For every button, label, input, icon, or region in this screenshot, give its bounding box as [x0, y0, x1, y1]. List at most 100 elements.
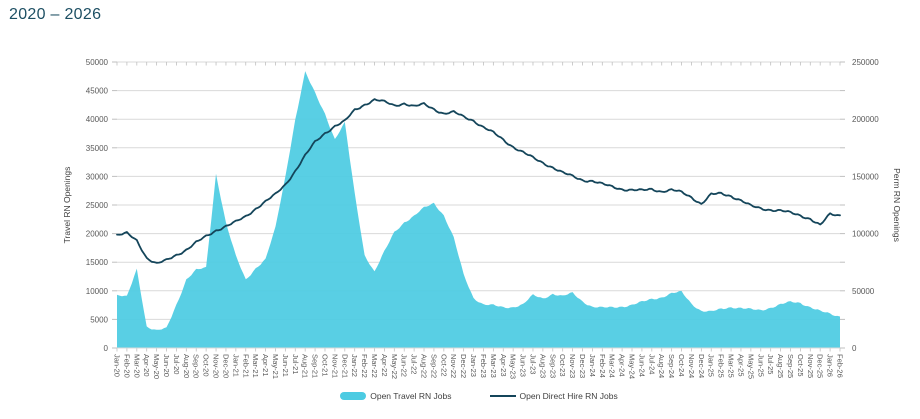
right-axis-tick-label: 250000 — [852, 58, 879, 67]
legend-label-travel: Open Travel RN Jobs — [370, 391, 452, 401]
x-axis-month-label: Aug-23 — [538, 354, 547, 378]
x-axis-month-label: Jul-25 — [766, 354, 775, 374]
x-axis-month-label: Dec-25 — [816, 354, 825, 378]
x-axis-month-label: Mar-21 — [251, 354, 260, 378]
right-axis-tick-label: 100000 — [852, 230, 879, 239]
x-axis-month-label: Mar-24 — [608, 354, 617, 378]
x-axis-month-label: May-24 — [628, 354, 637, 379]
x-axis-month-label: Jul-20 — [172, 354, 181, 374]
x-axis-month-label: Jan-26 — [826, 354, 835, 377]
x-axis-month-label: Oct-23 — [558, 354, 567, 377]
legend-label-direct-hire: Open Direct Hire RN Jobs — [519, 391, 618, 401]
legend-item-travel: Open Travel RN Jobs — [340, 391, 452, 401]
x-axis-month-label: Oct-21 — [320, 354, 329, 377]
x-axis-month-label: Nov-25 — [806, 354, 815, 378]
left-axis-tick-label: 20000 — [86, 230, 109, 239]
left-axis-tick-label: 25000 — [86, 201, 109, 210]
right-axis-title: Perm RN Openings — [892, 168, 902, 242]
x-axis-month-label: Dec-24 — [697, 354, 706, 378]
x-axis-month-label: Mar-23 — [489, 354, 498, 378]
left-axis-tick-label: 40000 — [86, 115, 109, 124]
x-axis-month-label: May-23 — [509, 354, 518, 379]
chart-legend: Open Travel RN Jobs Open Direct Hire RN … — [117, 391, 841, 401]
x-axis-month-label: Sep-25 — [786, 354, 795, 378]
x-axis-month-label: Jan-25 — [707, 354, 716, 377]
x-axis-month-label: Feb-22 — [360, 354, 369, 378]
left-axis-tick-label: 10000 — [86, 287, 109, 296]
x-axis-month-label: Jul-22 — [410, 354, 419, 374]
left-axis-tick-label: 5000 — [90, 315, 108, 324]
x-axis-month-label: Jan-24 — [588, 354, 597, 377]
x-axis-month-label: Dec-21 — [340, 354, 349, 378]
x-axis-month-label: Mar-22 — [370, 354, 379, 378]
x-axis-month-label: Feb-24 — [598, 354, 607, 378]
x-axis-month-label: Apr-22 — [380, 354, 389, 377]
x-axis-month-label: Aug-24 — [657, 354, 666, 378]
x-axis-month-label: Jan-20 — [113, 354, 122, 377]
x-axis-month-label: Nov-24 — [687, 354, 696, 378]
x-axis-month-label: Jun-23 — [519, 354, 528, 377]
direct-hire-line-series — [116, 98, 841, 264]
left-axis-tick-label: 0 — [104, 344, 109, 353]
x-axis-month-label: Oct-25 — [796, 354, 805, 377]
chart-title: 2020 – 2026 — [9, 6, 102, 23]
x-axis-month-label: Dec-23 — [578, 354, 587, 378]
x-axis-month-label: Nov-20 — [212, 354, 221, 378]
x-axis-month-label: May-25 — [746, 354, 755, 379]
x-axis-month-label: Aug-21 — [301, 354, 310, 378]
x-axis-month-label: Jun-20 — [162, 354, 171, 377]
travel-area-series — [117, 71, 840, 348]
left-axis-title: Travel RN Openings — [62, 167, 72, 244]
legend-item-direct-hire: Open Direct Hire RN Jobs — [489, 391, 618, 401]
x-axis-month-label: Feb-20 — [122, 354, 131, 378]
x-axis-month-label: Jan-21 — [231, 354, 240, 377]
right-axis-tick-label: 50000 — [852, 287, 875, 296]
x-axis-month-label: Feb-25 — [717, 354, 726, 378]
x-axis-month-label: Feb-26 — [836, 354, 845, 378]
x-axis-month-label: Oct-22 — [439, 354, 448, 377]
x-axis-month-label: Sep-20 — [192, 354, 201, 378]
x-axis-month-label: Jan-22 — [350, 354, 359, 377]
x-axis-month-label: Dec-20 — [221, 354, 230, 378]
x-axis-month-label: Oct-24 — [677, 354, 686, 377]
x-axis-month-label: Mar-25 — [727, 354, 736, 378]
right-axis-tick-label: 0 — [852, 344, 857, 353]
x-axis-month-label: Sep-23 — [548, 354, 557, 378]
x-axis-month-label: Apr-20 — [142, 354, 151, 377]
left-axis-tick-label: 35000 — [86, 144, 109, 153]
left-axis-tick-label: 15000 — [86, 258, 109, 267]
x-axis-month-label: Dec-22 — [459, 354, 468, 378]
x-axis-month-label: Jun-22 — [400, 354, 409, 377]
x-axis-month-label: Nov-21 — [330, 354, 339, 378]
x-axis-month-label: Apr-24 — [618, 354, 627, 377]
x-axis-month-label: Sep-24 — [667, 354, 676, 378]
x-axis-month-label: Sep-22 — [429, 354, 438, 378]
x-axis-month-label: Jan-23 — [469, 354, 478, 377]
x-axis-month-label: Feb-21 — [241, 354, 250, 378]
x-axis-month-label: Sep-21 — [311, 354, 320, 378]
left-axis-tick-label: 50000 — [86, 58, 109, 67]
x-axis-month-label: Aug-25 — [776, 354, 785, 378]
x-axis-month-label: Apr-23 — [499, 354, 508, 377]
x-axis-month-label: Jun-24 — [637, 354, 646, 377]
x-axis-month-label: May-21 — [271, 354, 280, 379]
x-axis-month-label: Aug-20 — [182, 354, 191, 378]
direct-hire-series-swatch — [489, 394, 516, 398]
x-axis-month-label: Jun-21 — [281, 354, 290, 377]
travel-series-swatch — [340, 392, 367, 400]
x-axis-month-label: Jun-25 — [756, 354, 765, 377]
right-axis-tick-label: 200000 — [852, 115, 879, 124]
x-axis-month-label: Apr-25 — [736, 354, 745, 377]
x-axis-month-label: Nov-22 — [449, 354, 458, 378]
x-axis-month-label: May-20 — [152, 354, 161, 379]
x-axis-month-label: Aug-22 — [420, 354, 429, 378]
x-axis-month-label: Jul-21 — [291, 354, 300, 374]
x-axis-month-label: May-22 — [390, 354, 399, 379]
right-axis-tick-label: 150000 — [852, 172, 879, 181]
x-axis-month-label: Apr-21 — [261, 354, 270, 377]
x-axis-month-label: Oct-20 — [202, 354, 211, 377]
left-axis-tick-label: 30000 — [86, 172, 109, 181]
x-axis-month-label: Jul-24 — [647, 354, 656, 374]
